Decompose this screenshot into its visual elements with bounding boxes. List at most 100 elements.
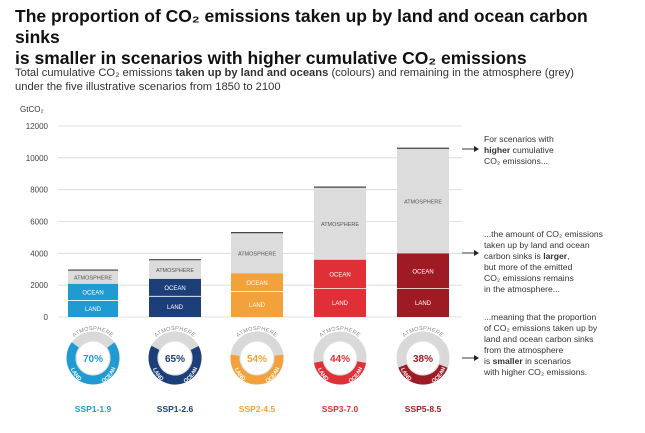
annotation-line: For scenarios with — [484, 134, 554, 145]
annotation-line: CO₂ emissions... — [484, 156, 554, 167]
annotation-text: taken up by land and ocean — [484, 240, 590, 250]
donut-hole — [323, 341, 357, 375]
donut-sink-ring — [396, 331, 450, 385]
y-tick-label: 4000 — [30, 249, 48, 258]
bar-segment-ocean — [397, 253, 449, 289]
annotation-line: in the atmosphere... — [484, 284, 603, 295]
x-tick-label: SSP3-7.0 — [322, 404, 359, 414]
donut-hole — [76, 341, 110, 375]
chart-subtitle: Total cumulative CO₂ emissions taken up … — [15, 66, 615, 94]
annotation-emphasis: larger — [543, 251, 568, 261]
x-tick-label: SSP1-2.6 — [157, 404, 194, 414]
annotation-higher-emissions: For scenarios with higher cumulative CO₂ e… — [484, 134, 554, 167]
annotation-line: is smaller in scenarios — [484, 356, 597, 367]
bar-label-atmosphere: ATMOSPHERE — [404, 199, 442, 205]
bar-segment-land — [231, 291, 283, 317]
y-tick-label: 10000 — [26, 154, 49, 163]
title-line-2: is smaller in scenarios with higher cumu… — [15, 48, 527, 68]
y-tick-label: 2000 — [30, 281, 48, 290]
bar-segment-atmosphere — [149, 259, 201, 279]
annotation-text: is — [484, 356, 493, 366]
subtitle-line-2: under the five illustrative scenarios fr… — [15, 81, 281, 93]
annotation-text: with higher CO₂ emissions. — [484, 367, 588, 377]
annotation-emphasis: smaller — [492, 356, 523, 366]
x-tick-label: SSP2-4.5 — [239, 404, 276, 414]
donut-hole — [406, 341, 440, 375]
annotation-line: taken up by land and ocean — [484, 240, 603, 251]
bar-segment-atmosphere — [397, 148, 449, 254]
annotation-line: higher cumulative — [484, 145, 554, 156]
bar-segment-land — [397, 288, 449, 317]
bar-segment-atmosphere — [68, 270, 118, 284]
annotation-text: For scenarios with — [484, 134, 554, 144]
donut-percentage: 54% — [247, 354, 267, 365]
annotation-text: CO₂ emissions... — [484, 156, 548, 166]
donut-inner-edge — [157, 340, 193, 376]
annotation-line: with higher CO₂ emissions. — [484, 367, 597, 378]
annotation-text: but more of the emitted — [484, 262, 573, 272]
annotation-line: ...the amount of CO₂ emissions — [484, 229, 603, 240]
subtitle-pre: Total cumulative CO₂ emissions — [15, 67, 176, 79]
subtitle-post: (colours) and remaining in the atmospher… — [328, 67, 574, 79]
donut-inner-edge — [239, 340, 275, 376]
bar-label-land: LAND — [332, 301, 349, 307]
annotation-line: CO₂ emissions remains — [484, 273, 603, 284]
annotation-text: of CO₂ emissions taken up by — [484, 323, 598, 333]
bar-label-ocean: OCEAN — [164, 286, 185, 292]
annotation-text: carbon sinks is — [484, 251, 544, 261]
donut-percentage: 70% — [83, 354, 103, 365]
bar-segment-land — [314, 288, 366, 317]
annotation-line: of CO₂ emissions taken up by — [484, 323, 597, 334]
title-line-1: The proportion of CO₂ emissions taken up… — [15, 6, 588, 47]
annotation-line: ...meaning that the proportion — [484, 312, 597, 323]
bar-label-ocean: OCEAN — [246, 281, 267, 287]
bar-segment-ocean — [68, 283, 118, 301]
annotation-text: ...the amount of CO₂ emissions — [484, 229, 603, 239]
annotation-arrow-head — [474, 250, 479, 256]
donut-percentage: 38% — [413, 354, 433, 365]
donut-percentage: 65% — [165, 354, 185, 365]
annotation-text: cumulative — [510, 145, 554, 155]
annotation-emphasis: higher — [484, 145, 511, 155]
bar-label-atmosphere: ATMOSPHERE — [156, 268, 194, 274]
bar-segment-atmosphere — [314, 187, 366, 260]
bar-label-land: LAND — [167, 305, 184, 311]
bar-label-land: LAND — [85, 307, 102, 313]
annotation-text: in the atmosphere... — [484, 284, 560, 294]
donut-inner-edge — [405, 340, 441, 376]
annotation-smaller-proportion: ...meaning that the proportion of CO₂ emi… — [484, 312, 597, 378]
y-tick-label: 8000 — [30, 186, 48, 195]
donut-inner-edge — [75, 340, 111, 376]
annotation-arrow-head — [474, 146, 479, 152]
donut-sink-ring — [148, 331, 202, 385]
bar-label-atmosphere: ATMOSPHERE — [238, 251, 276, 257]
bar-label-ocean: OCEAN — [329, 273, 350, 279]
donut-hole — [240, 341, 274, 375]
annotation-line: but more of the emitted — [484, 262, 603, 273]
chart-title: The proportion of CO₂ emissions taken up… — [15, 6, 635, 69]
annotation-text: from the atmosphere — [484, 345, 564, 355]
annotation-line: from the atmosphere — [484, 345, 597, 356]
bar-segment-land — [68, 300, 118, 317]
bar-segment-ocean — [314, 259, 366, 289]
bar-label-atmosphere: ATMOSPHERE — [74, 275, 112, 281]
x-tick-label: SSP5-8.5 — [405, 404, 442, 414]
annotation-text: , — [567, 251, 570, 261]
annotation-line: land and ocean carbon sinks — [484, 334, 597, 345]
y-tick-label: 6000 — [30, 218, 48, 227]
bar-segment-ocean — [231, 273, 283, 292]
annotation-text: land and ocean carbon sinks — [484, 334, 594, 344]
donut-percentage: 44% — [330, 354, 350, 365]
y-tick-label: 0 — [44, 313, 49, 322]
annotation-larger-uptake: ...the amount of CO₂ emissions taken up b… — [484, 229, 603, 295]
bar-label-ocean: OCEAN — [412, 269, 433, 275]
donut-hole — [158, 341, 192, 375]
bar-label-land: LAND — [249, 303, 266, 309]
donut-sink-ring — [230, 331, 284, 385]
bar-label-land: LAND — [415, 301, 432, 307]
y-axis-label: GtCO₂ — [20, 105, 44, 114]
annotation-text: CO₂ emissions remains — [484, 273, 574, 283]
bar-label-ocean: OCEAN — [82, 291, 103, 297]
donut-inner-edge — [322, 340, 358, 376]
